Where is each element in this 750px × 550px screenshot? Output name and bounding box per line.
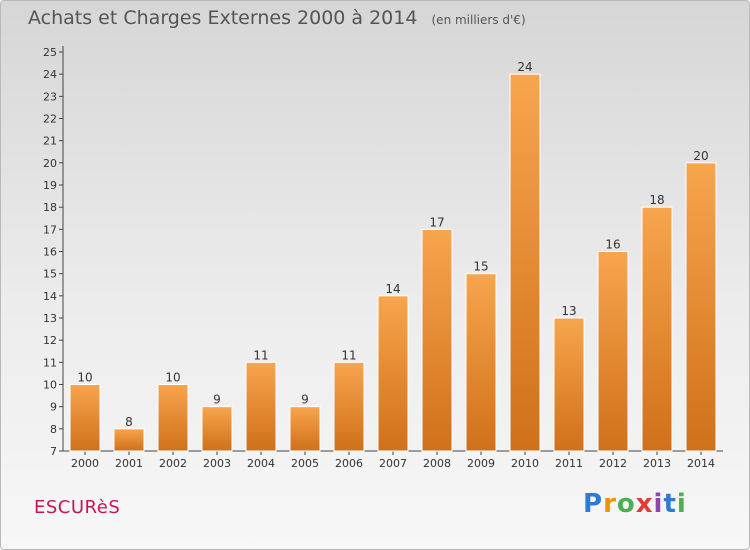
y-tick-label: 23: [43, 90, 57, 103]
bar: [201, 406, 233, 452]
y-tick-label: 11: [43, 356, 57, 369]
y-tick-label: 19: [43, 179, 57, 192]
bar-value-label: 15: [473, 260, 488, 274]
y-tick-label: 8: [50, 423, 57, 436]
proxiti-logo: Proxiti: [583, 489, 687, 519]
y-tick-label: 14: [43, 290, 57, 303]
x-tick-label: 2011: [555, 457, 583, 470]
y-tick-label: 22: [43, 113, 57, 126]
y-tick-label: 25: [43, 46, 57, 59]
bar-value-label: 9: [213, 393, 221, 407]
x-tick-label: 2002: [159, 457, 187, 470]
x-tick-label: 2007: [379, 457, 407, 470]
bar: [333, 361, 365, 452]
bar-value-label: 13: [561, 304, 576, 318]
x-tick-label: 2003: [203, 457, 231, 470]
labels: 10 2000 8 2001 10 2002 9 2003 11 2004 9 2005 11 2006 1…: [71, 60, 715, 470]
y-tick-label: 24: [43, 68, 57, 81]
bar: [465, 273, 497, 452]
y-tick-label: 21: [43, 135, 57, 148]
bar-value-label: 11: [253, 348, 268, 362]
x-tick-label: 2004: [247, 457, 275, 470]
x-tick-label: 2010: [511, 457, 539, 470]
y-tick-label: 13: [43, 312, 57, 325]
bar-value-label: 10: [165, 371, 180, 385]
bar: [685, 162, 717, 452]
commune-name: ESCURèS: [34, 497, 121, 518]
x-tick-label: 2013: [643, 457, 671, 470]
bar: [641, 206, 673, 452]
y-tick-label: 15: [43, 268, 57, 281]
bar-value-label: 8: [125, 415, 133, 429]
y-tick-label: 10: [43, 379, 57, 392]
bar-value-label: 16: [605, 238, 620, 252]
chart-subtitle: (en milliers d'€): [431, 13, 526, 27]
bar: [157, 384, 189, 452]
bar: [113, 428, 145, 452]
bar-value-label: 10: [77, 371, 92, 385]
bar: [377, 295, 409, 452]
bars: [69, 73, 717, 452]
bar: [421, 228, 453, 452]
y-tick-label: 9: [50, 401, 57, 414]
x-tick-label: 2000: [71, 457, 99, 470]
bar: [553, 317, 585, 452]
bar: [69, 384, 101, 452]
chart-title: Achats et Charges Externes 2000 à 2014 (…: [28, 7, 526, 29]
y-tick-label: 18: [43, 201, 57, 214]
y-tick-label: 20: [43, 157, 57, 170]
x-tick-label: 2008: [423, 457, 451, 470]
x-tick-label: 2006: [335, 457, 363, 470]
bar-value-label: 14: [385, 282, 400, 296]
bar: [509, 73, 541, 452]
bar-value-label: 20: [693, 149, 708, 163]
x-tick-label: 2014: [687, 457, 715, 470]
bar-value-label: 24: [517, 60, 532, 74]
x-tick-label: 2005: [291, 457, 319, 470]
bar: [245, 361, 277, 452]
title-text: Achats et Charges Externes 2000 à 2014: [28, 7, 418, 29]
y-tick-label: 12: [43, 334, 57, 347]
bar-value-label: 17: [429, 215, 444, 229]
bar: [289, 406, 321, 452]
y-tick-label: 17: [43, 223, 57, 236]
bar-value-label: 11: [341, 348, 356, 362]
x-tick-label: 2001: [115, 457, 143, 470]
bar-value-label: 9: [301, 393, 309, 407]
x-tick-label: 2012: [599, 457, 627, 470]
y-tick-label: 7: [50, 445, 57, 458]
bar-value-label: 18: [649, 193, 664, 207]
bar: [597, 251, 629, 452]
y-tick-label: 16: [43, 246, 57, 259]
x-tick-label: 2009: [467, 457, 495, 470]
